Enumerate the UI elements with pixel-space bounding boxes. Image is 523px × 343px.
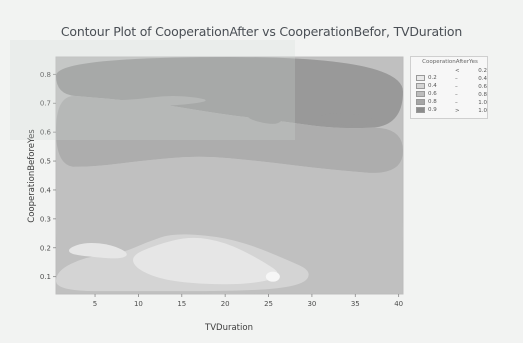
y-tick-label-2: 0.3 — [40, 215, 51, 223]
x-tick-label-4: 25 — [264, 300, 273, 308]
x-tick-label-7: 40 — [394, 300, 403, 308]
legend-range: <0.2 — [455, 67, 487, 75]
x-axis-label: TVDuration — [204, 323, 253, 333]
contour-regions — [56, 57, 403, 294]
legend-entry-label: 0.4 — [428, 83, 437, 89]
chart-title: Contour Plot of CooperationAfter vs Coop… — [60, 24, 463, 39]
contour-region-8 — [248, 112, 283, 124]
legend-range-value: 0.8 — [478, 92, 487, 98]
y-tick-label-7: 0.8 — [40, 71, 51, 79]
x-tick-label-3: 20 — [221, 300, 230, 308]
legend-swatch — [416, 75, 425, 81]
legend-range: – 0.4 — [455, 75, 487, 83]
x-axis-ticks: 5 10 15 20 25 30 35 40 — [93, 294, 403, 308]
y-tick-label-3: 0.4 — [40, 186, 52, 194]
x-tick-label-0: 5 — [93, 300, 97, 308]
contour-region-7 — [317, 113, 376, 126]
y-tick-label-6: 0.7 — [40, 100, 51, 108]
legend-range-value: 1.0 — [478, 100, 487, 106]
y-tick-label-1: 0.2 — [40, 244, 51, 252]
contour-region-0 — [56, 57, 403, 129]
legend-entry: 0.2 — [416, 74, 450, 82]
legend-range-value: 0.2 — [478, 68, 487, 74]
legend-entry: 0.6 — [416, 90, 450, 98]
legend-range-symbol: < — [455, 68, 460, 74]
y-tick-label-4: 0.5 — [40, 158, 51, 166]
contour-region-1 — [56, 95, 403, 173]
legend-range: – 0.8 — [455, 91, 487, 99]
legend-entry-label: 0.6 — [428, 91, 437, 97]
legend-entry: 0.8 — [416, 98, 450, 106]
legend-range: – 1.0 — [455, 99, 487, 107]
legend-swatch — [416, 91, 425, 97]
legend-range-value: 0.4 — [478, 76, 487, 82]
legend-range-symbol: – — [455, 76, 458, 82]
legend-swatch — [416, 99, 425, 105]
legend-entry-label: 0.8 — [428, 99, 437, 105]
legend-range-symbol: – — [455, 84, 458, 90]
legend-swatch — [416, 107, 425, 113]
y-axis-label: CooperationBeforeYes — [27, 129, 37, 223]
legend-entry: 0.4 — [416, 82, 450, 90]
contour-region-5 — [132, 237, 278, 285]
legend-range-value: 1.0 — [478, 108, 487, 114]
legend-range: – 0.6 — [455, 83, 487, 91]
legend-range-symbol: – — [455, 92, 458, 98]
y-tick-label-5: 0.6 — [40, 129, 52, 137]
contour-region-4 — [69, 242, 127, 259]
legend-entry-label: 0.2 — [428, 75, 437, 81]
x-tick-label-2: 15 — [177, 300, 186, 308]
x-tick-label-6: 35 — [351, 300, 360, 308]
legend-title: CooperationAfterYes — [422, 59, 478, 65]
y-tick-label-0: 0.1 — [40, 273, 51, 281]
x-tick-label-1: 10 — [134, 300, 143, 308]
legend-swatch — [416, 83, 425, 89]
legend-range: >1.0 — [455, 107, 487, 115]
contour-region-6 — [89, 96, 206, 107]
contour-peak — [265, 271, 280, 282]
x-tick-label-5: 30 — [307, 300, 316, 308]
legend-range-symbol: > — [455, 108, 460, 114]
legend-entry: 0.9 — [416, 106, 450, 114]
legend: CooperationAfterYes 0.2 0.4 0.6 0.8 0.9 <0.2… — [410, 56, 488, 119]
legend-range-value: 0.6 — [478, 84, 487, 90]
legend-range-symbol: – — [455, 100, 458, 106]
legend-entry-label: 0.9 — [428, 107, 437, 113]
y-axis-ticks: 0.1 0.2 0.3 0.4 0.5 0.6 0.7 0.8 — [40, 71, 56, 281]
